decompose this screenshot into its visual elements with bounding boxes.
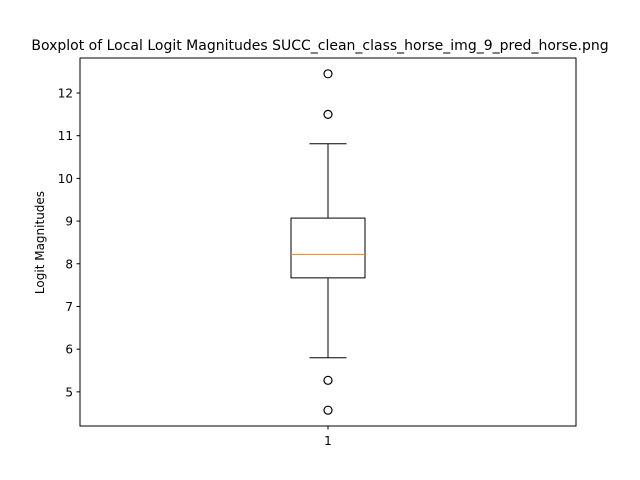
y-tick-label: 12 bbox=[58, 87, 73, 101]
y-tick-label: 6 bbox=[65, 343, 73, 357]
y-tick-label: 10 bbox=[58, 172, 73, 186]
outlier-point bbox=[323, 69, 333, 79]
iqr-box bbox=[290, 217, 366, 279]
axes-frame bbox=[79, 57, 577, 427]
y-tick-label: 9 bbox=[65, 215, 73, 229]
y-tick-label: 7 bbox=[65, 300, 73, 314]
outlier-point bbox=[323, 375, 333, 385]
y-axis-label: Logit Magnitudes bbox=[33, 191, 47, 294]
y-tick-label: 5 bbox=[65, 385, 73, 399]
y-tick-label: 11 bbox=[58, 129, 73, 143]
chart-title: Boxplot of Local Logit Magnitudes SUCC_c… bbox=[31, 38, 608, 54]
plot-area: 5 6 7 8 9 10 11 12 1 bbox=[58, 69, 366, 448]
y-tick-label: 8 bbox=[65, 257, 73, 271]
outlier-point bbox=[323, 109, 333, 119]
x-tick-label: 1 bbox=[324, 434, 332, 448]
outlier-point bbox=[323, 405, 333, 415]
